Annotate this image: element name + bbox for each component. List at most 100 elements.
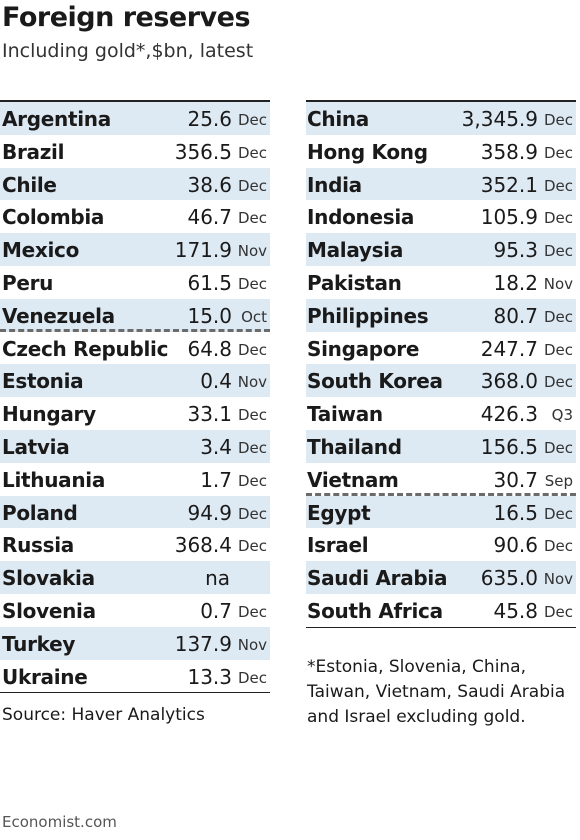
table-row: Pakistan 18.2 Nov xyxy=(306,266,576,299)
table-row: Czech Republic 64.8 Dec xyxy=(0,332,270,365)
latest-period: Dec xyxy=(237,504,267,523)
country-name: China xyxy=(307,107,370,131)
latest-period: Nov xyxy=(237,635,267,654)
table-row: Hong Kong 358.9 Dec xyxy=(306,135,576,168)
reserve-value: 635.0 xyxy=(480,566,538,591)
country-name: Hungary xyxy=(2,402,96,427)
table-row: Taiwan 426.3 Q3 xyxy=(306,397,576,430)
reserve-value: 137.9 xyxy=(174,631,232,656)
latest-period: Dec xyxy=(237,143,267,162)
reserve-value: 426.3 xyxy=(480,402,538,427)
latest-period: Dec xyxy=(237,340,267,359)
reserve-value: 33.1 xyxy=(187,402,232,427)
country-name: Russia xyxy=(2,533,74,558)
table-row: Saudi Arabia 635.0 Nov xyxy=(306,561,576,594)
reserve-value: 1.7 xyxy=(200,467,232,492)
table-row: Slovakia na xyxy=(0,561,270,594)
table-row: Chile 38.6 Dec xyxy=(0,167,270,201)
latest-period: Dec xyxy=(543,209,573,228)
country-name: Egypt xyxy=(307,500,371,525)
country-name: Czech Republic xyxy=(2,336,169,361)
latest-period: Dec xyxy=(543,504,573,523)
country-name: Singapore xyxy=(307,336,420,361)
country-name: Israel xyxy=(307,533,369,558)
chart-subtitle: Including gold*,$bn, latest xyxy=(2,40,254,62)
reserve-value: 94.9 xyxy=(187,500,232,525)
reserve-value: 368.0 xyxy=(480,369,538,394)
country-name: Mexico xyxy=(2,238,80,263)
country-name: Vietnam xyxy=(307,467,399,492)
country-name: Estonia xyxy=(2,369,84,394)
latest-period: Dec xyxy=(237,406,267,425)
reserve-value: 156.5 xyxy=(480,434,538,459)
table-row: Turkey 137.9 Nov xyxy=(0,626,270,660)
country-name: Peru xyxy=(2,270,54,295)
table-row: Thailand 156.5 Dec xyxy=(306,429,576,463)
reserve-value: 247.7 xyxy=(480,336,538,361)
reserve-value: 0.7 xyxy=(200,598,232,623)
table-row: Lithuania 1.7 Dec xyxy=(0,463,270,496)
country-name: Slovakia xyxy=(2,566,95,591)
latest-period: Nov xyxy=(543,274,573,293)
latest-period: Dec xyxy=(237,668,267,687)
latest-period: Sep xyxy=(544,471,573,490)
country-name: Taiwan xyxy=(307,402,383,427)
country-name: Thailand xyxy=(307,434,402,459)
table-row: Malaysia 95.3 Dec xyxy=(306,233,576,266)
latest-period: Dec xyxy=(543,373,573,392)
reserve-value: 38.6 xyxy=(187,172,232,197)
table-row: South Korea 368.0 Dec xyxy=(306,364,576,398)
latest-period: Dec xyxy=(543,111,573,129)
table-row: Peru 61.5 Dec xyxy=(0,266,270,299)
latest-period: Dec xyxy=(237,209,267,228)
table-row: Brazil 356.5 Dec xyxy=(0,135,270,168)
latest-period: Oct xyxy=(241,307,267,326)
table-row: China 3,345.9 Dec xyxy=(306,102,576,135)
reserve-value: 352.1 xyxy=(480,172,538,197)
reserve-value: 18.2 xyxy=(493,270,538,295)
latest-period: Dec xyxy=(543,340,573,359)
latest-period: Dec xyxy=(237,471,267,490)
country-name: Brazil xyxy=(2,139,65,164)
country-name: Slovenia xyxy=(2,598,96,623)
reserve-value: 105.9 xyxy=(480,205,538,230)
country-name: Latvia xyxy=(2,434,70,459)
reserve-value: 25.6 xyxy=(187,107,232,131)
reserve-value: 80.7 xyxy=(493,303,538,328)
latest-period: Dec xyxy=(543,307,573,326)
latest-period: Dec xyxy=(237,274,267,293)
country-name: Philippines xyxy=(307,303,429,328)
reserve-value: 356.5 xyxy=(174,139,232,164)
reserve-value: 95.3 xyxy=(493,238,538,263)
credit: Economist.com xyxy=(2,813,117,831)
latest-period: Dec xyxy=(543,438,573,457)
table-row: Argentina 25.6 Dec xyxy=(0,102,270,135)
latest-period: Dec xyxy=(237,176,267,195)
reserve-value: 0.4 xyxy=(200,369,232,394)
table-row: Philippines 80.7 Dec xyxy=(306,298,576,332)
latest-period: Dec xyxy=(237,537,267,556)
reserve-value: 368.4 xyxy=(174,533,232,558)
country-name: Pakistan xyxy=(307,270,402,295)
country-name: India xyxy=(307,172,362,197)
country-name: Chile xyxy=(2,172,57,197)
latest-period: Nov xyxy=(543,570,573,589)
country-name: Lithuania xyxy=(2,467,106,492)
table-row: Ukraine 13.3 Dec xyxy=(0,660,270,693)
table-row: Russia 368.4 Dec xyxy=(0,528,270,561)
table-column-right: China 3,345.9 Dec Hong Kong 358.9 Dec India 352… xyxy=(306,100,576,628)
table-column-left: Argentina 25.6 Dec Brazil 356.5 Dec Chile 38.6 D… xyxy=(0,100,270,694)
latest-period: Dec xyxy=(543,143,573,162)
table-row: Latvia 3.4 Dec xyxy=(0,429,270,463)
country-name: South Korea xyxy=(307,369,443,394)
country-name: Hong Kong xyxy=(307,139,428,164)
country-name: Venezuela xyxy=(2,303,115,328)
reserve-value: 358.9 xyxy=(480,139,538,164)
table-row: Slovenia 0.7 Dec xyxy=(0,594,270,627)
latest-period: Q3 xyxy=(551,406,573,425)
latest-period: Dec xyxy=(543,537,573,556)
country-name: Saudi Arabia xyxy=(307,566,448,591)
table-row: Egypt 16.5 Dec xyxy=(306,495,576,529)
latest-period: Dec xyxy=(237,438,267,457)
reserve-value: 90.6 xyxy=(493,533,538,558)
